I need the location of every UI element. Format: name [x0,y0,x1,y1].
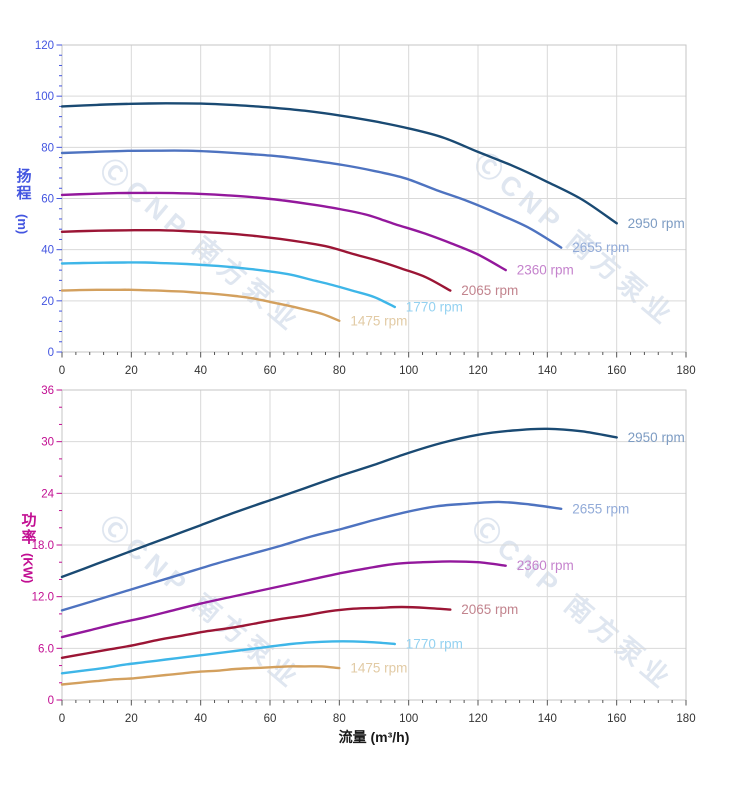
power-series-label-1770-rpm: 1770 rpm [406,637,463,652]
head-y-tick-label: 60 [41,194,54,206]
power-y-axis-ticks [56,389,62,701]
head-x-tick-label: 0 [59,365,65,377]
head-series-label-1770-rpm: 1770 rpm [406,299,463,314]
power-series-label-1475-rpm: 1475 rpm [350,661,407,676]
power-x-tick-label: 20 [125,713,138,725]
power-x-tick-label: 40 [194,713,207,725]
power-y-tick-label: 6.0 [38,643,54,655]
head-x-tick-label: 180 [676,365,695,377]
head-series-label-2655-rpm: 2655 rpm [572,240,629,255]
head-series-label-1475-rpm: 1475 rpm [350,313,407,328]
power-curve-2950-rpm [60,427,618,579]
head-x-tick-label: 80 [333,365,346,377]
power-x-tick-label: 80 [333,713,346,725]
power-series-label-2655-rpm: 2655 rpm [572,501,629,516]
head-axis-title: 扬程 (m) [12,168,32,235]
power-series-label-2360-rpm: 2360 rpm [517,558,574,573]
head-axis-unit: (m) [15,214,31,235]
power-x-tick-label: 160 [607,713,626,725]
power-curve-2065-rpm [60,605,452,659]
power-x-tick-label: 120 [468,713,487,725]
head-curve-2655-rpm [60,149,563,249]
power-axis-title-text: 功率 [19,512,37,546]
power-curve-2360-rpm [60,560,507,639]
power-curve-1475-rpm [60,665,341,686]
power-axis-unit: (KW) [20,552,36,584]
power-y-tick-label: 12.0 [32,592,54,604]
head-y-tick-label: 100 [35,91,54,103]
power-x-tick-label: 180 [676,713,695,725]
head-y-tick-label: 20 [41,296,54,308]
power-y-tick-label: 30 [41,437,54,449]
head-chart: 0 20 40 60 80 100 120 140 160 180 0 20 40 60 80 100 120 2… [35,40,696,377]
head-x-tick-label: 20 [125,365,138,377]
head-curve-2065-rpm [60,228,452,292]
head-curve-2360-rpm [60,191,507,272]
head-axis-title-text: 扬程 [14,168,32,202]
power-series-label-2065-rpm: 2065 rpm [461,602,518,617]
power-series-label-2950-rpm: 2950 rpm [628,430,685,445]
power-y-tick-label: 18.0 [32,540,54,552]
head-x-axis-ticks [61,352,687,358]
head-curve-2950-rpm [60,102,618,225]
head-x-tick-label: 160 [607,365,626,377]
head-x-tick-label: 120 [468,365,487,377]
power-curve-2655-rpm [60,500,563,612]
head-series-label-2950-rpm: 2950 rpm [628,216,685,231]
head-series-label-2065-rpm: 2065 rpm [461,283,518,298]
power-x-tick-label: 0 [59,713,65,725]
head-curve-1770-rpm [60,261,396,309]
head-x-tick-label: 40 [194,365,207,377]
power-x-tick-label: 100 [399,713,418,725]
head-x-tick-label: 140 [538,365,557,377]
head-x-tick-label: 60 [264,365,277,377]
head-y-tick-label: 120 [35,40,54,52]
head-y-tick-label: 80 [41,142,54,154]
power-x-axis-ticks [61,700,687,706]
power-curve-1770-rpm [60,640,396,675]
head-y-axis-ticks [56,44,62,353]
head-y-tick-label: 40 [41,245,54,257]
head-gridlines [62,45,686,352]
power-gridlines [62,390,686,700]
head-curve-1475-rpm [60,288,341,322]
head-y-tick-label: 0 [48,347,54,359]
power-y-tick-label: 36 [41,385,54,397]
power-y-tick-label: 0 [48,695,54,707]
power-x-tick-label: 140 [538,713,557,725]
power-axis-title: 功率 (KW) [12,512,42,583]
power-chart: 0 20 40 60 80 100 120 140 160 180 0 6.0 12.0 18.0 24 30… [32,385,696,725]
power-x-tick-label: 60 [264,713,277,725]
head-x-tick-label: 100 [399,365,418,377]
power-y-tick-label: 24 [41,488,54,500]
head-series-label-2360-rpm: 2360 rpm [517,263,574,278]
flow-axis-title: 流量 (m³/h) [338,729,410,745]
